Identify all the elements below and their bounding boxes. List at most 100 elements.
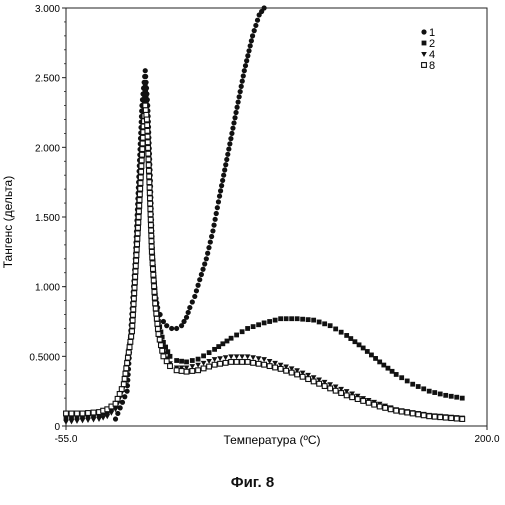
series-8-point	[148, 201, 153, 206]
series-8-point	[115, 396, 120, 401]
series-1-point	[240, 79, 245, 84]
series-2-point	[289, 316, 294, 321]
series-1-point	[200, 267, 205, 272]
series-8-point	[153, 301, 158, 306]
series-1-point	[218, 188, 223, 193]
series-1-point	[215, 205, 220, 210]
series-8-point	[132, 280, 137, 285]
series-2-point	[311, 318, 316, 323]
series-2-point	[410, 382, 415, 387]
series-2-point	[394, 372, 399, 377]
series-2-point	[328, 323, 333, 328]
series-4-point	[212, 357, 218, 362]
series-8-point	[145, 134, 150, 139]
series-8-point	[273, 365, 278, 370]
series-8-point	[149, 249, 154, 254]
x-tick-label: -55.0	[55, 434, 78, 445]
series-8-point	[135, 242, 140, 247]
series-1-point	[252, 28, 257, 33]
series-8-point	[135, 231, 140, 236]
y-tick-label: 2.500	[35, 74, 60, 85]
series-1-point	[232, 115, 237, 120]
series-8-point	[146, 157, 151, 162]
series-2-point	[251, 324, 256, 329]
series-1-point	[243, 63, 248, 68]
series-8-point	[152, 295, 157, 300]
series-4-point	[223, 355, 229, 360]
series-8-point	[131, 313, 136, 318]
series-8-point	[145, 128, 150, 133]
series-1-point	[190, 299, 195, 304]
series-8-point	[421, 413, 426, 418]
series-2-point	[443, 393, 448, 398]
series-8-point	[278, 366, 283, 371]
series-8-point	[150, 261, 155, 266]
series-8-point	[339, 391, 344, 396]
series-8-point	[91, 410, 96, 415]
series-4-point	[217, 356, 223, 361]
series-8-point	[317, 381, 322, 386]
series-1-point	[250, 33, 255, 38]
series-8-point	[133, 269, 138, 274]
series-8-point	[267, 364, 272, 369]
series-2-point	[284, 316, 289, 321]
series-1-point	[161, 319, 166, 324]
series-8-point	[145, 123, 150, 128]
series-1-point	[202, 261, 207, 266]
series-8-point	[126, 355, 131, 360]
series-8-point	[152, 284, 157, 289]
series-8-point	[139, 164, 144, 169]
series-2-point	[207, 350, 212, 355]
series-1-point	[174, 326, 179, 331]
series-8-point	[427, 414, 432, 419]
series-2-point	[190, 358, 195, 363]
series-8-point	[311, 379, 316, 384]
series-4-point	[69, 419, 75, 424]
series-8-point	[131, 307, 136, 312]
series-1-point	[221, 173, 226, 178]
series-8-point	[119, 387, 124, 392]
series-8-point	[134, 247, 139, 252]
series-8-point	[157, 337, 162, 342]
series-8-point	[245, 360, 250, 365]
series-2-point	[344, 333, 349, 338]
legend-marker	[421, 52, 427, 57]
series-1-point	[124, 389, 129, 394]
series-8-point	[179, 369, 184, 374]
series-2-point	[196, 357, 201, 362]
series-2-point	[454, 395, 459, 400]
series-1-point	[209, 234, 214, 239]
series-2-point	[386, 366, 391, 371]
series-4-point	[206, 359, 212, 364]
series-4-point	[250, 355, 256, 360]
legend-entry: 8	[422, 60, 436, 72]
series-2-point	[369, 353, 374, 358]
series-1-point	[143, 74, 148, 79]
series-1-point	[227, 141, 232, 146]
series-2-point	[427, 389, 432, 394]
series-2-point	[245, 326, 250, 331]
series-2-point	[273, 318, 278, 323]
series-1-point	[262, 5, 267, 10]
series-2-point	[165, 349, 170, 354]
series-8-point	[160, 348, 165, 353]
series-8-point	[149, 233, 154, 238]
series-1-point	[195, 283, 200, 288]
series-8-point	[383, 405, 388, 410]
series-8-point	[159, 343, 164, 348]
y-tick-label: 0	[54, 422, 60, 433]
series-8-point	[377, 404, 382, 409]
series-4-point	[234, 354, 240, 359]
series-2-point	[348, 336, 353, 341]
series-8-point	[416, 412, 421, 417]
series-4-point	[91, 417, 97, 422]
series-8-point	[136, 220, 141, 225]
series-2-point	[377, 360, 382, 365]
series-8-point	[148, 207, 153, 212]
series-4-point	[239, 354, 245, 359]
series-4-point	[85, 418, 91, 423]
series-8-point	[190, 369, 195, 374]
series-2-point	[317, 320, 322, 325]
series-8-point	[161, 354, 166, 359]
